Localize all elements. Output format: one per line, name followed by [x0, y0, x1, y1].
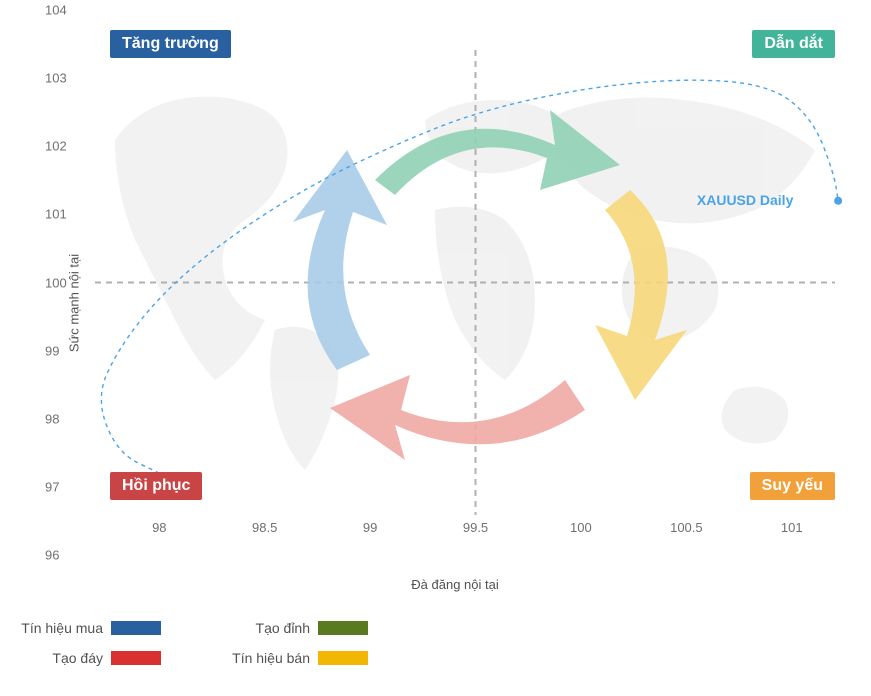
- legend-item: Tạo đỉnh: [215, 620, 368, 636]
- x-tick: 100: [570, 520, 592, 535]
- legend-item: Tín hiệu mua: [8, 620, 161, 636]
- world-map: [115, 97, 815, 470]
- y-tick: 104: [45, 3, 67, 18]
- x-tick: 100.5: [670, 520, 703, 535]
- legend-swatch: [318, 651, 368, 665]
- x-tick: 99: [363, 520, 377, 535]
- x-tick: 99.5: [463, 520, 488, 535]
- x-axis-label: Đà đăng nội tại: [411, 577, 498, 592]
- y-tick: 99: [45, 343, 59, 358]
- y-tick: 98: [45, 411, 59, 426]
- legend-label: Tạo đỉnh: [215, 620, 310, 636]
- y-tick: 101: [45, 207, 67, 222]
- legend-label: Tạo đáy: [8, 650, 103, 666]
- chart-container: 96 97 98 99 100 101 102 103 104 98 98.5 …: [55, 10, 855, 595]
- badge-bot-right: Suy yếu: [750, 472, 835, 500]
- y-tick: 96: [45, 548, 59, 563]
- arrow-blue: [293, 150, 387, 370]
- x-tick: 98.5: [252, 520, 277, 535]
- legend-swatch: [111, 621, 161, 635]
- badge-top-left: Tăng trưởng: [110, 30, 231, 58]
- arrow-red: [330, 375, 585, 460]
- legend-item: Tạo đáy: [8, 650, 161, 666]
- badge-bot-left: Hồi phục: [110, 472, 202, 500]
- y-tick: 97: [45, 479, 59, 494]
- arrow-yellow: [595, 190, 687, 400]
- legend-swatch: [111, 651, 161, 665]
- legend-label: Tín hiệu bán: [215, 650, 310, 666]
- arrow-green: [375, 110, 620, 195]
- x-tick: 98: [152, 520, 166, 535]
- trajectory-end-point: [834, 197, 842, 205]
- center-cross: [95, 50, 835, 515]
- y-tick: 100: [45, 275, 67, 290]
- legend-label: Tín hiệu mua: [8, 620, 103, 636]
- trajectory-label: XAUUSD Daily: [697, 192, 793, 208]
- legend-swatch: [318, 621, 368, 635]
- x-tick: 101: [781, 520, 803, 535]
- y-axis-label: Sức mạnh nội tại: [67, 253, 82, 351]
- y-tick: 102: [45, 139, 67, 154]
- y-tick: 103: [45, 71, 67, 86]
- badge-top-right: Dẫn dắt: [752, 30, 835, 58]
- cycle-arrows: [293, 110, 687, 460]
- legend-item: Tín hiệu bán: [215, 650, 368, 666]
- plot-area: 96 97 98 99 100 101 102 103 104 98 98.5 …: [75, 10, 855, 555]
- trajectory-line: [101, 80, 838, 473]
